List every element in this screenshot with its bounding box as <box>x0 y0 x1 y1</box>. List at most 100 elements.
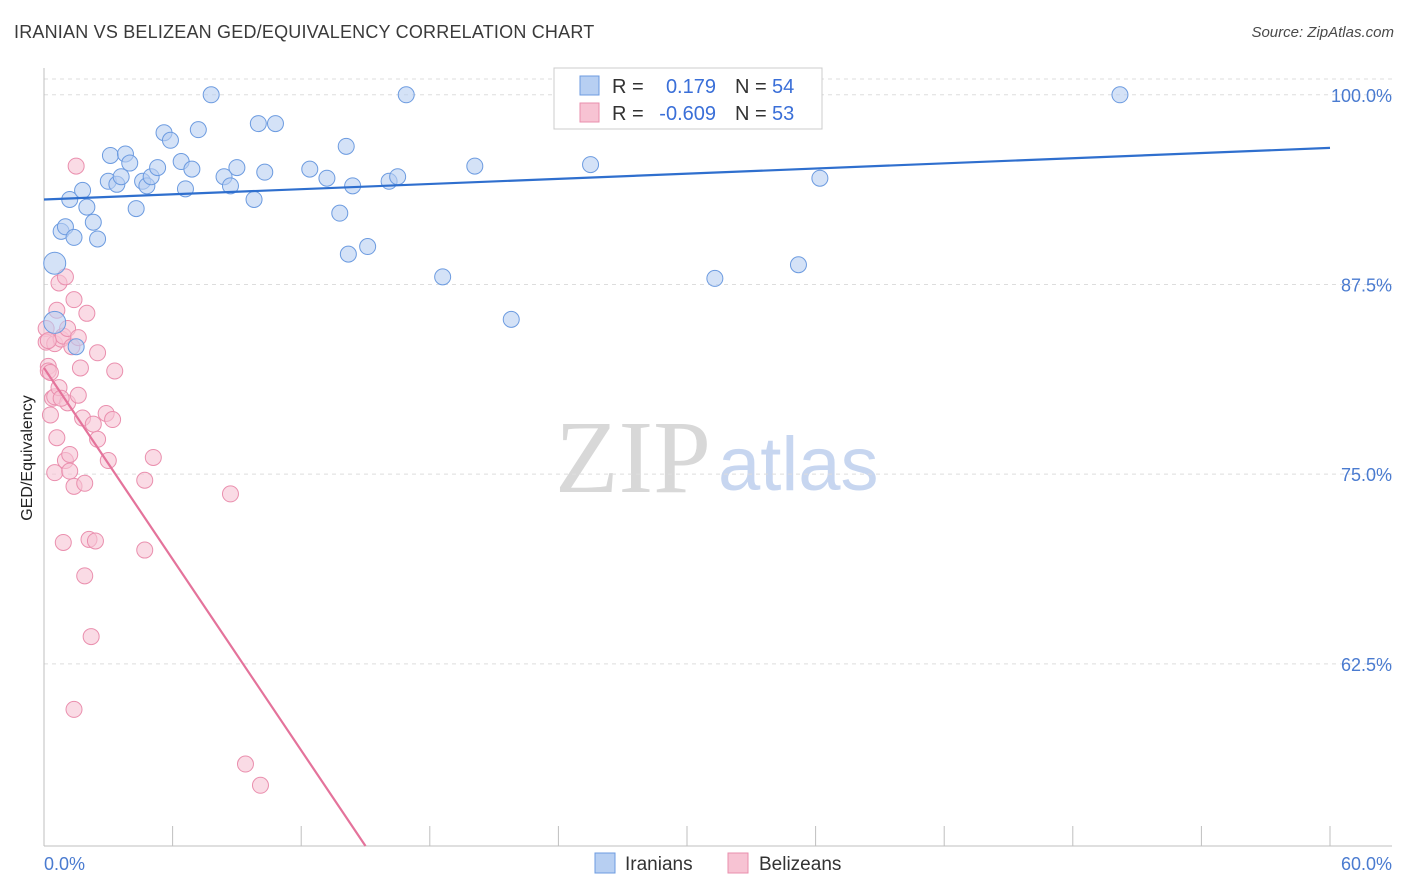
belizeans-point <box>61 445 79 463</box>
belizeans-point <box>106 362 124 380</box>
belizeans-point <box>221 485 239 503</box>
iranians-point <box>331 204 349 222</box>
iranians-point <box>301 160 319 178</box>
iranians-point <box>266 115 284 133</box>
correlation-legend: R = 0.179 N = 54 R = -0.609 N = 53 <box>553 67 823 130</box>
y-tick-label: 75.0% <box>1341 465 1392 485</box>
belizeans-point <box>84 415 102 433</box>
legend-n-label-1: N = <box>735 76 767 98</box>
y-axis-label: GED/Equivalency <box>19 395 36 520</box>
iranians-point <box>101 146 119 164</box>
iranians-point <box>84 213 102 231</box>
legend-n-value-2: 53 <box>772 103 794 125</box>
trend-lines <box>43 146 1331 847</box>
iranians-point <box>434 268 452 286</box>
iranians-point <box>127 200 145 218</box>
belizeans-point <box>104 411 122 429</box>
belizeans-point <box>67 157 85 175</box>
iranians-point <box>339 245 357 263</box>
iranians-point <box>466 157 484 175</box>
bottom-legend-label-belizeans: Belizeans <box>759 854 841 875</box>
source-label: Source: ZipAtlas.com <box>1251 24 1394 41</box>
belizeans-points <box>37 157 269 794</box>
watermark-zip: ZIP <box>555 400 711 515</box>
iranians-point <box>249 115 267 133</box>
belizeans-point <box>76 567 94 585</box>
iranians-point <box>183 160 201 178</box>
watermark-atlas: atlas <box>718 422 879 507</box>
iranians-point <box>65 228 83 246</box>
iranians-points <box>43 86 1129 356</box>
iranians-point <box>337 137 355 155</box>
legend-r-label-2: R = <box>612 103 644 125</box>
legend-n-value-1: 54 <box>772 76 794 98</box>
belizeans-point <box>69 386 87 404</box>
belizeans-point <box>65 700 83 718</box>
x-tick-label-max: 60.0% <box>1341 854 1392 874</box>
bottom-legend-label-iranians: Iranians <box>625 854 693 875</box>
iranians-point <box>43 310 67 334</box>
belizeans-point <box>41 406 59 424</box>
iranians-point <box>78 198 96 216</box>
belizeans-point <box>61 462 79 480</box>
iranians-point <box>1111 86 1129 104</box>
iranians-point <box>582 156 600 174</box>
bottom-legend-swatch-belizeans <box>727 852 749 874</box>
legend-n-label-2: N = <box>735 103 767 125</box>
belizeans-point <box>71 359 89 377</box>
legend-r-value-2: -0.609 <box>659 103 716 125</box>
belizeans-point <box>65 291 83 309</box>
iranians-point <box>221 177 239 195</box>
iranians-point <box>74 181 92 199</box>
axes <box>43 68 1392 847</box>
chart-title: IRANIAN VS BELIZEAN GED/EQUIVALENCY CORR… <box>14 22 595 42</box>
iranians-trend-line <box>43 146 1331 201</box>
iranians-point <box>389 168 407 186</box>
legend-swatch-belizeans <box>579 102 600 123</box>
belizeans-point <box>144 448 162 466</box>
iranians-point <box>228 159 246 177</box>
belizeans-point <box>251 776 269 794</box>
x-tick-label-min: 0.0% <box>44 854 85 874</box>
iranians-point <box>502 310 520 328</box>
iranians-point <box>397 86 415 104</box>
belizeans-point <box>86 532 104 550</box>
iranians-point <box>811 169 829 187</box>
x-ticks <box>43 826 1331 846</box>
belizeans-point <box>48 429 66 447</box>
iranians-point <box>202 86 220 104</box>
belizeans-point <box>236 755 254 773</box>
iranians-point <box>706 269 724 287</box>
iranians-point <box>256 163 274 181</box>
iranians-point <box>789 256 807 274</box>
y-tick-label: 87.5% <box>1341 275 1392 295</box>
belizeans-point <box>89 344 107 362</box>
belizeans-point <box>136 541 154 559</box>
iranians-point <box>43 251 67 275</box>
belizeans-point <box>39 332 57 350</box>
belizeans-point <box>41 363 59 381</box>
y-tick-label: 100.0% <box>1331 86 1392 106</box>
legend-r-label-1: R = <box>612 76 644 98</box>
iranians-point <box>318 169 336 187</box>
bottom-legend-swatch-iranians <box>594 852 616 874</box>
belizeans-point <box>136 471 154 489</box>
iranians-point <box>189 121 207 139</box>
belizeans-point <box>82 628 100 646</box>
belizeans-point <box>56 268 74 286</box>
iranians-point <box>89 230 107 248</box>
gridlines <box>44 78 1392 665</box>
iranians-point <box>67 338 85 356</box>
legend-swatch-iranians <box>579 75 600 96</box>
belizeans-point <box>52 389 70 407</box>
iranians-point <box>245 190 263 208</box>
belizeans-trend-line <box>43 367 367 847</box>
iranians-point <box>149 159 167 177</box>
legend-r-value-1: 0.179 <box>666 76 716 98</box>
series-legend: Iranians Belizeans <box>594 852 841 875</box>
iranians-point <box>161 131 179 149</box>
belizeans-point <box>78 304 96 322</box>
iranians-point <box>121 154 139 172</box>
belizeans-point <box>76 474 94 492</box>
